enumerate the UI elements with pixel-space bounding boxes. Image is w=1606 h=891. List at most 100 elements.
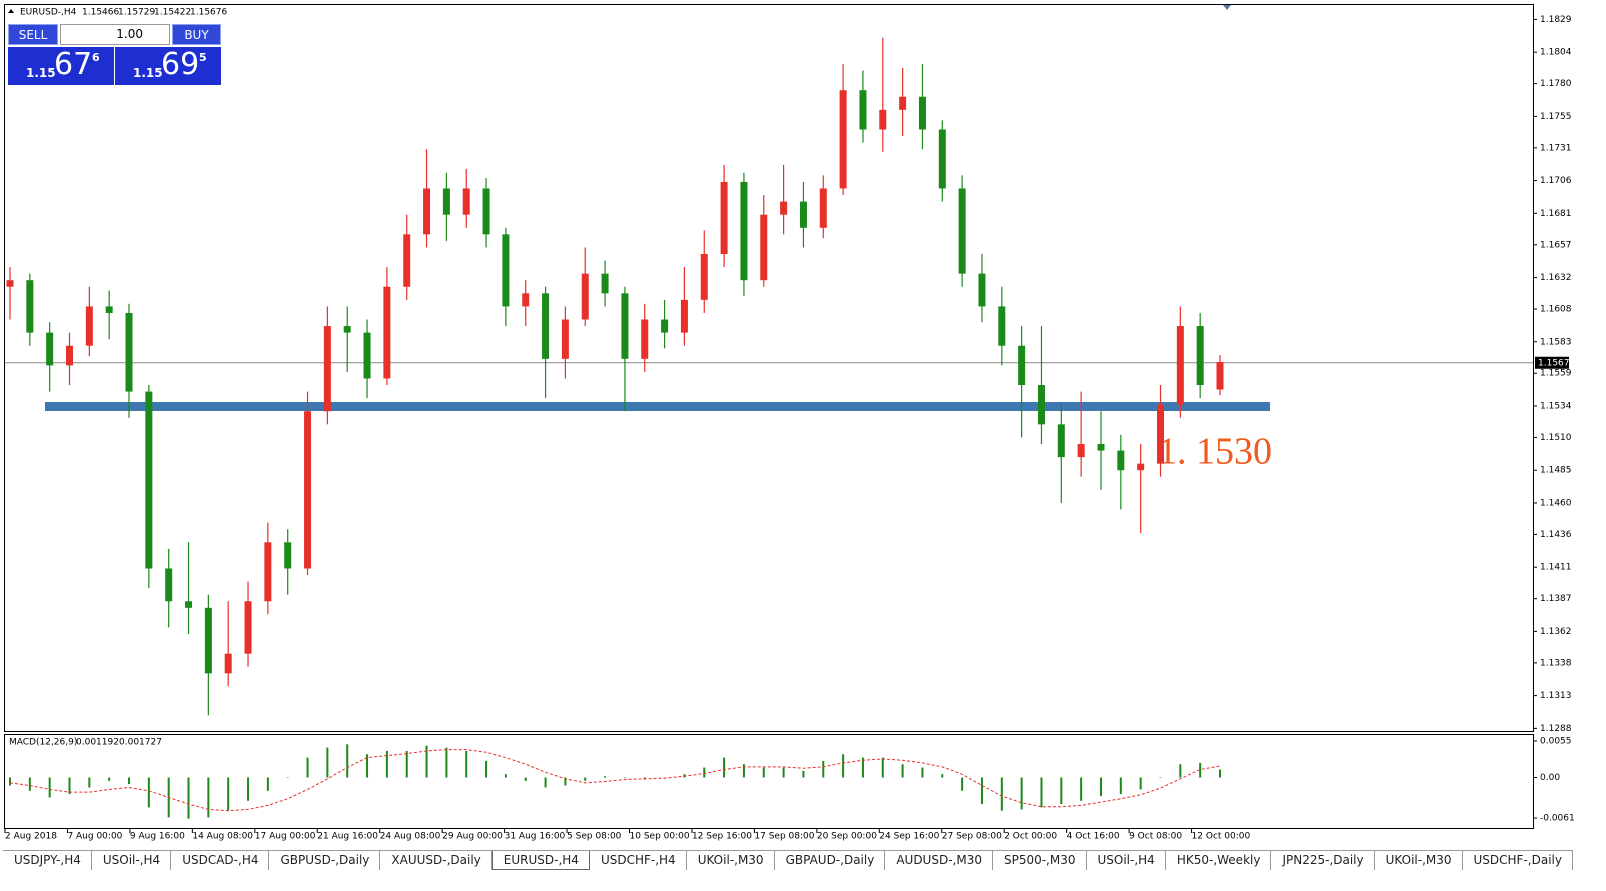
macd-bar <box>445 747 448 778</box>
macd-bar <box>1159 777 1162 779</box>
chart-tab[interactable]: EURUSD-,H4 <box>491 851 590 870</box>
macd-bar <box>980 777 983 805</box>
macd-bar <box>9 777 11 786</box>
macd-bar <box>762 767 765 778</box>
y-tick-label: 1.1780 <box>1540 79 1572 89</box>
x-tick-label: 9 Aug 16:00 <box>130 832 185 842</box>
candle-body <box>1018 345 1026 386</box>
candle-body <box>839 90 847 189</box>
one-click-trading: SELL 1.00 BUY 1.15 67 6 1.15 69 5 <box>8 23 221 85</box>
collapse-arrow[interactable] <box>8 9 14 13</box>
candle-body <box>958 188 966 274</box>
macd-bar <box>842 754 845 778</box>
candle-body <box>482 188 490 235</box>
macd-bar <box>68 777 71 795</box>
chart-tab[interactable]: UKOil-,M30 <box>1375 851 1463 870</box>
buy-button[interactable]: BUY <box>172 24 221 45</box>
candle-body <box>383 286 391 379</box>
chart-tab[interactable]: USDCAD-,H4 <box>171 851 270 870</box>
bid-price[interactable]: 1.15 67 6 <box>8 47 114 85</box>
macd-title: MACD(12,26,9) <box>9 738 77 748</box>
y-tick-label: 1.1706 <box>1540 176 1572 186</box>
candle-body <box>304 411 312 569</box>
macd-bar <box>742 764 745 778</box>
candle-body <box>363 332 371 379</box>
ask-main: 69 <box>161 47 200 82</box>
chart-tab[interactable]: JPN225-,Daily <box>1271 851 1375 870</box>
candle-body <box>1176 326 1184 405</box>
signal-line <box>9 749 1221 812</box>
candle-body <box>601 273 609 294</box>
macd-bar <box>465 750 468 778</box>
macd-bar <box>405 750 408 778</box>
macd-bar <box>861 757 864 778</box>
candle-body <box>799 201 807 228</box>
candle-body <box>264 542 272 602</box>
macd-frame <box>4 734 1534 829</box>
current-price-label: 1.1567 <box>1538 358 1570 368</box>
candle-body <box>6 280 14 287</box>
y-tick-label: 0.00 <box>1540 773 1560 783</box>
macd-bar <box>1099 777 1102 797</box>
candle-body <box>661 319 669 333</box>
macd-bar <box>266 777 269 791</box>
chart-tab[interactable]: UKOil-,M30 <box>687 851 775 870</box>
macd-bar <box>1040 777 1043 808</box>
macd-bar <box>504 774 507 778</box>
macd-bar <box>782 767 785 778</box>
chart-tab[interactable]: XAUUSD-,Daily <box>380 851 492 870</box>
y-tick-label: 1.1460 <box>1540 498 1572 508</box>
macd-bar <box>1119 777 1122 795</box>
ask-price[interactable]: 1.15 69 5 <box>115 47 221 85</box>
y-tick-label: 1.1411 <box>1540 563 1572 573</box>
candle-body <box>760 214 768 281</box>
candle-body <box>462 188 470 215</box>
x-tick-label: 17 Sep 08:00 <box>754 832 814 842</box>
chart-tab[interactable]: HK50-,Weekly <box>1166 851 1272 870</box>
candle-body <box>1037 385 1045 425</box>
symbol: EURUSD-,H4 <box>20 8 77 18</box>
candle-body <box>284 542 292 569</box>
chart-tab[interactable]: GBPUSD-,Daily <box>269 851 381 870</box>
chart-tab[interactable]: USDCHF-,Daily <box>1463 851 1573 870</box>
y-tick-label: 1.1829 <box>1540 15 1572 25</box>
y-tick-label: 1.1583 <box>1540 337 1572 347</box>
candle-body <box>998 306 1006 346</box>
macd-bar <box>564 777 567 786</box>
candle-body <box>740 181 748 281</box>
candle-body <box>581 273 589 320</box>
macd-bar <box>48 777 51 798</box>
macd-bar <box>366 754 369 778</box>
chart-tab[interactable]: USOil-,H4 <box>92 851 172 870</box>
macd-bar <box>544 777 547 788</box>
candle-body <box>1097 444 1105 451</box>
chart-tab[interactable]: USOil-,H4 <box>1087 851 1166 870</box>
macd-bar <box>147 777 150 808</box>
candle-body <box>423 188 431 235</box>
main-frame <box>4 4 1534 732</box>
chart-tab[interactable]: SP500-,M30 <box>993 851 1087 870</box>
macd-bar <box>802 770 805 778</box>
macd-bar <box>1060 777 1063 805</box>
candle-body <box>125 312 133 392</box>
lot-input[interactable]: 1.00 <box>60 24 170 45</box>
macd-bar <box>306 757 309 778</box>
y-tick-label: 1.1362 <box>1540 627 1572 637</box>
chart-tab[interactable]: USDJPY-,H4 <box>3 851 92 870</box>
ohlc-close: 1.15676 <box>190 8 227 18</box>
level-annotation: 1. 1530 <box>1158 431 1272 473</box>
sell-button[interactable]: SELL <box>8 24 58 45</box>
x-tick-label: 31 Aug 16:00 <box>505 832 566 842</box>
chart-tab[interactable]: USDCHF-,H4 <box>590 851 687 870</box>
candle-body <box>244 601 252 654</box>
macd-bar <box>901 764 904 778</box>
y-tick-label: 1.1608 <box>1540 305 1572 315</box>
y-tick-label: 1.1313 <box>1540 691 1572 701</box>
macd-bar <box>1199 762 1202 778</box>
support-band <box>45 402 1270 412</box>
y-tick-label: 1.1436 <box>1540 530 1572 540</box>
chart-tab[interactable]: GBPAUD-,Daily <box>775 851 886 870</box>
x-tick-label: 14 Aug 08:00 <box>192 832 253 842</box>
chart-tab[interactable]: AUDUSD-,M30 <box>885 851 993 870</box>
